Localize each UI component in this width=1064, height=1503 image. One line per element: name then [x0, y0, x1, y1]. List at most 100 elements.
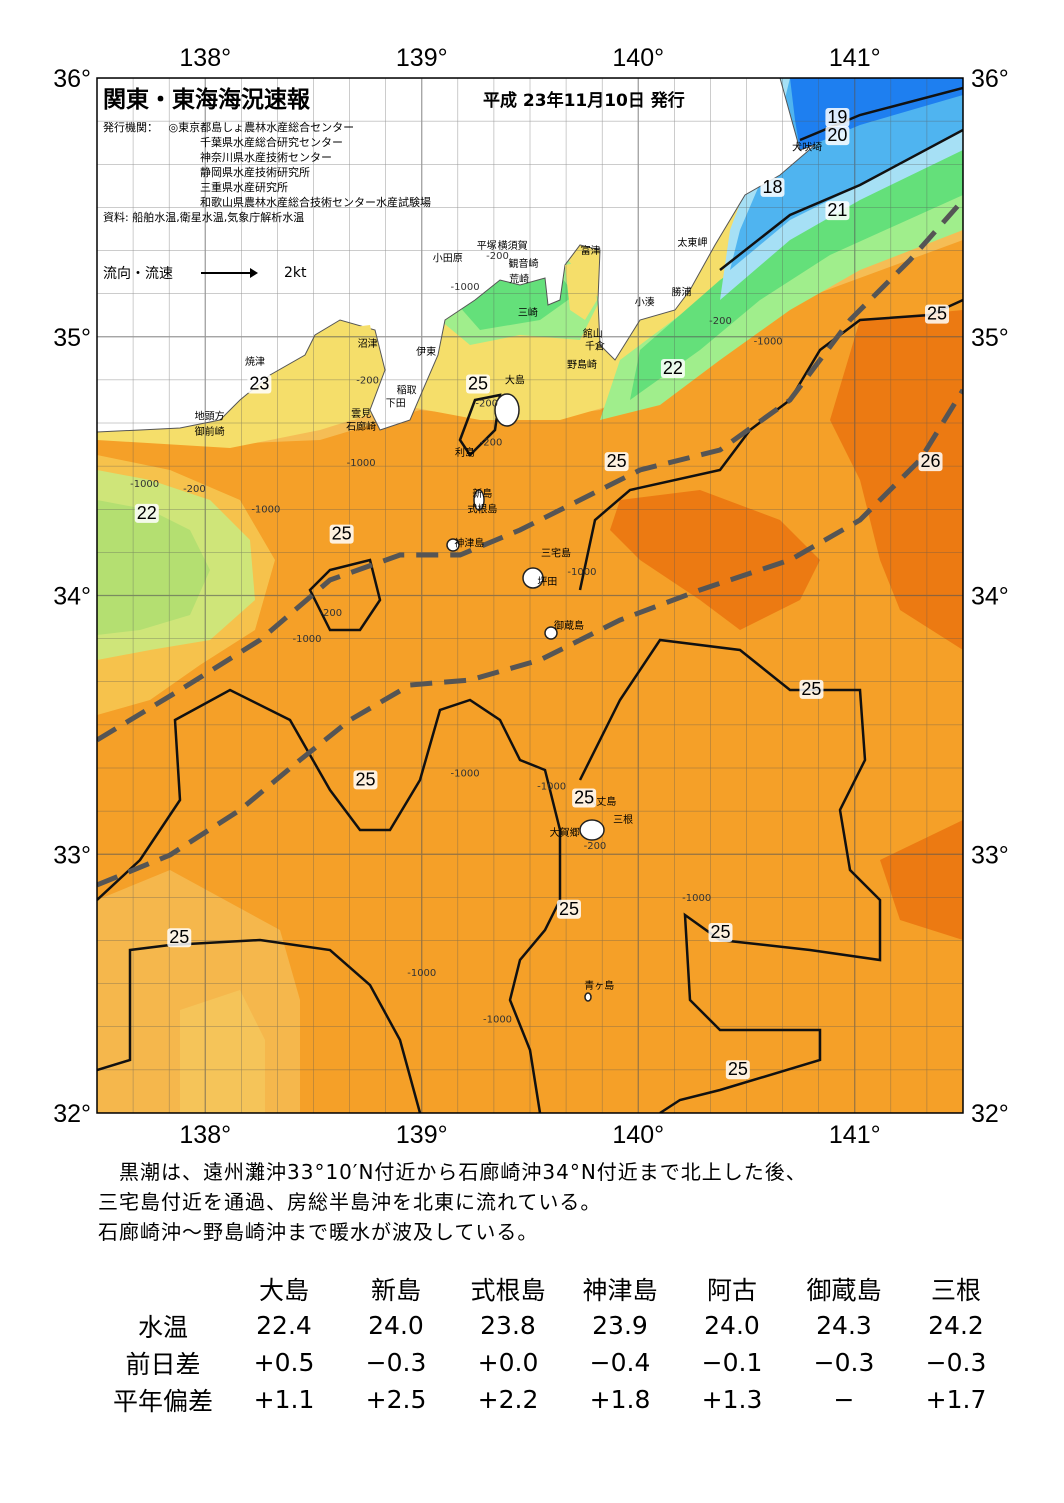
depth-label: -1000: [567, 567, 596, 578]
flow-label: 流向・流速: [103, 266, 173, 282]
lat-label-left: 36°: [53, 65, 91, 93]
place-label: 雲見: [351, 408, 371, 420]
isotherm-label-bg: [247, 374, 272, 394]
row-header: 前日差: [125, 1349, 201, 1379]
isotherm-label: 20: [827, 125, 847, 145]
issuer-item: ◎東京都島しょ農林水産総合センター: [168, 121, 355, 134]
place-label: 犬吠埼: [792, 140, 822, 153]
island-niijima: [473, 489, 485, 511]
place-label: 小田原: [433, 253, 463, 265]
flow-legend: 流向・流速 2kt: [103, 263, 307, 283]
place-label: 利島: [455, 446, 475, 459]
place-label: 新島: [472, 487, 492, 500]
table-cell: 23.9: [592, 1311, 648, 1340]
island-miyakejima: [522, 567, 544, 589]
lat-label-right: 33°: [971, 841, 1009, 869]
depth-label: -1000: [251, 505, 280, 516]
place-label: 観音崎: [509, 257, 539, 270]
isotherm-label-bg: [918, 452, 943, 472]
isotherm-label-bg: [825, 126, 850, 146]
isotherm-label: 22: [663, 358, 683, 378]
issuer-item: 和歌山県農林水産総合技術センター水産試験場: [200, 196, 431, 209]
table-row: 水温 22.4 24.0 23.8 23.9 24.0 24.3 24.2: [98, 1307, 1012, 1344]
issuer-item: 神奈川県水産技術センター: [200, 151, 332, 164]
lon-label-bottom: 140°: [612, 1121, 664, 1149]
summary-line: 石廊崎沖～野島崎沖まで暖水が波及している。: [98, 1220, 539, 1244]
observation-table: 大島 新島 式根島 神津島 阿古 御蔵島 三根 水温 22.4 24.0 23.…: [98, 1270, 1012, 1418]
lat-label-left: 34°: [53, 583, 91, 611]
table-row: 平年偏差 +1.1 +2.5 +2.2 +1.8 +1.3 − +1.7: [98, 1381, 1012, 1418]
table-cell: +2.2: [477, 1385, 539, 1414]
table-cell: −0.4: [589, 1348, 651, 1377]
table-cell: −0.3: [365, 1348, 427, 1377]
isotherm-label: 26: [921, 451, 941, 471]
isotherm-label: 25: [574, 788, 594, 808]
row-header: 平年偏差: [112, 1386, 213, 1416]
isotherm-label: 25: [801, 679, 821, 699]
lat-label-right: 36°: [971, 65, 1009, 93]
isotherm-label: 25: [332, 524, 352, 544]
place-label: 地頭方: [195, 410, 225, 423]
flow-unit: 2kt: [284, 265, 307, 281]
isotherm-label: 23: [249, 374, 269, 394]
depth-labels: -200 -1000 -200 -1000 -200 -200 -200 -1000 -1000…: [130, 251, 783, 1025]
lat-label-right: 32°: [971, 1100, 1009, 1128]
isotherm-label: 25: [607, 451, 627, 471]
table-cell: +1.8: [589, 1385, 651, 1414]
suruga-bay: [320, 325, 378, 420]
land-honshu: [97, 78, 816, 433]
depth-label: -200: [475, 399, 498, 410]
isotherm-label: 25: [559, 899, 579, 919]
southwest-light-orange: [97, 870, 300, 1113]
table-cell: −: [833, 1385, 855, 1414]
place-label: 神津島: [454, 536, 484, 549]
isotherm-label: 25: [927, 304, 947, 324]
isotherm-label: 25: [711, 922, 731, 942]
isotherm-label-bg: [572, 788, 597, 808]
boso-green-core: [630, 140, 963, 400]
table-row: 前日差 +0.5 −0.3 +0.0 −0.4 −0.1 −0.3 −0.3: [98, 1344, 1012, 1381]
isotherm-label-bg: [660, 358, 685, 378]
lon-label-top: 139°: [396, 44, 448, 72]
place-label: 館山: [583, 327, 603, 340]
depth-label: -1000: [537, 782, 566, 793]
southeast-warm-core: [880, 820, 963, 940]
issuer-item: 千葉県水産総合研究センター: [200, 136, 343, 149]
place-label: 平塚: [477, 240, 497, 252]
column-header: 大島: [258, 1275, 309, 1305]
isotherm-label: 19: [827, 107, 847, 127]
depth-label: -1000: [483, 1014, 512, 1025]
graticule: [97, 78, 963, 1113]
place-label: 富津: [581, 244, 601, 257]
place-label: 大島: [505, 373, 525, 386]
isotherm-label-bg: [134, 503, 159, 523]
isotherm-label-bg: [466, 374, 491, 394]
table-cell: 23.8: [480, 1311, 536, 1340]
isotherm-25-southwest: [97, 938, 422, 1113]
table-cell: +1.3: [701, 1385, 763, 1414]
lat-label-left: 35°: [53, 324, 91, 352]
lat-label-right: 34°: [971, 583, 1009, 611]
isotherm-label-bg: [825, 107, 850, 127]
table-cell: +0.5: [253, 1348, 315, 1377]
depth-label: -200: [486, 251, 509, 262]
place-label: 稲取: [397, 385, 417, 397]
table-cell: 22.4: [256, 1311, 312, 1340]
isotherm-25-south: [97, 688, 562, 1113]
isotherm-label: 18: [762, 177, 782, 197]
issuer-block: 発行機関： ◎東京都島しょ農林水産総合センター 千葉県水産総合研究センター 神奈…: [103, 120, 431, 225]
table-cell: 24.3: [816, 1311, 872, 1340]
table-header-row: 大島 新島 式根島 神津島 阿古 御蔵島 三根: [98, 1270, 1012, 1307]
east-warm-core: [830, 310, 963, 650]
isotherm-label: 25: [355, 769, 375, 789]
island-hachijojima: [579, 819, 605, 841]
isotherm-label-bg: [760, 177, 785, 197]
lon-label-top: 138°: [179, 44, 231, 72]
depth-label: -1000: [407, 968, 436, 979]
isotherm-label-bg: [167, 928, 192, 948]
place-label: 沼津: [358, 337, 378, 350]
island-aogashima: [584, 992, 592, 1002]
column-header: 神津島: [582, 1275, 658, 1305]
isotherm-label-bg: [925, 304, 950, 324]
